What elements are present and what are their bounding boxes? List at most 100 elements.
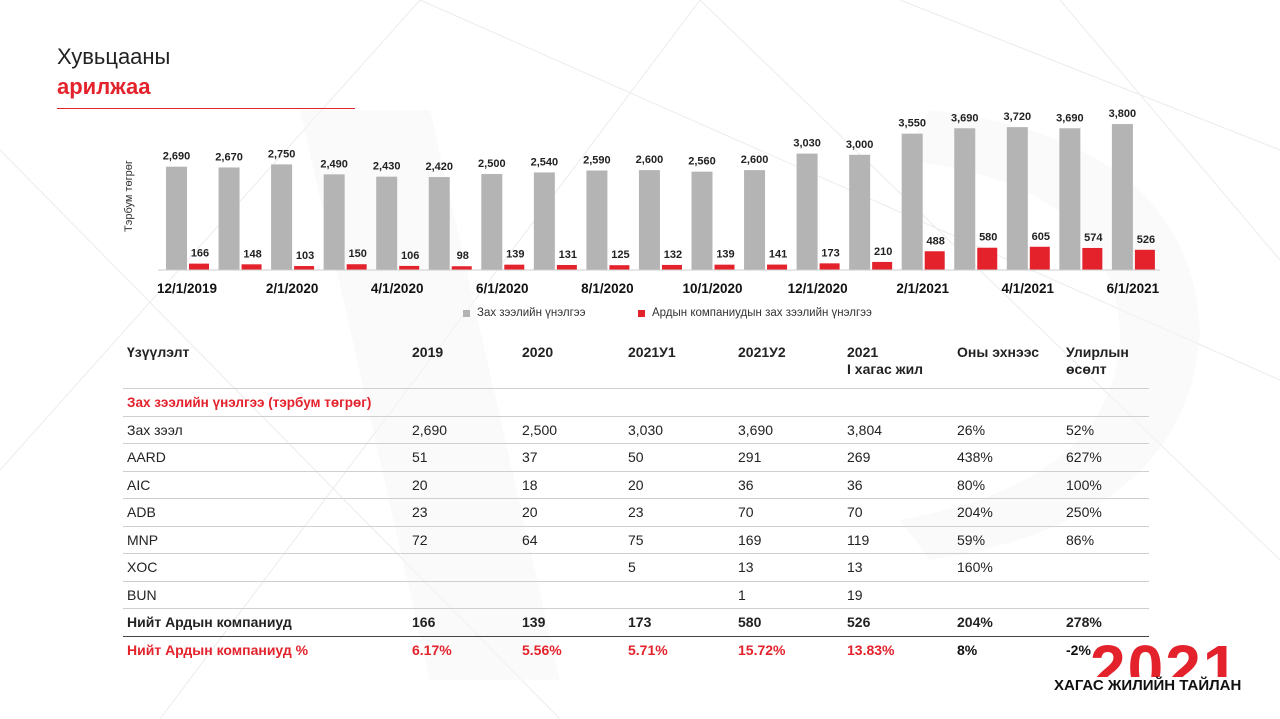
table-cell: 13 <box>843 553 953 582</box>
header-cell: Үзүүлэлт <box>123 338 408 389</box>
bar-label-peoples: 131 <box>559 249 577 261</box>
bar-market-value <box>218 167 240 270</box>
bar-market-value <box>323 174 345 270</box>
total-cell: 166 <box>408 608 518 637</box>
table-cell <box>1062 553 1149 582</box>
bar-peoples-value <box>661 264 682 270</box>
bar-peoples-value <box>241 264 262 270</box>
bar-market-value <box>586 170 608 270</box>
bar-label-market: 2,490 <box>320 158 348 170</box>
bar-label-market: 2,750 <box>268 148 296 160</box>
section-title: Зах зээлийн үнэлгээ (тэрбум төгрөг) <box>123 388 1149 417</box>
total-cell: 139 <box>518 608 624 637</box>
table-row: BUN 1 19 <box>123 581 1149 609</box>
table-cell: 70 <box>734 498 843 527</box>
header-cell: 2020 <box>518 338 624 389</box>
table-cell <box>953 581 1062 609</box>
bar-label-peoples: 139 <box>506 249 524 261</box>
table-cell: 36 <box>734 471 843 499</box>
table-cell: 5 <box>624 553 734 582</box>
bar-label-peoples: 98 <box>457 250 469 262</box>
percent-cell: 15.72% <box>738 641 786 658</box>
bar-label-market: 3,550 <box>898 118 926 130</box>
percent-cell: 5.71% <box>628 641 668 658</box>
bar-peoples-value <box>767 264 788 270</box>
bar-market-value <box>849 154 871 270</box>
bar-market-value <box>638 170 660 270</box>
bar-peoples-value <box>294 266 315 270</box>
header-cell: 2021У1 <box>624 338 734 389</box>
table-cell: 26% <box>953 416 1062 444</box>
table-cell: 2,690 <box>408 416 518 444</box>
page-title-line1: Хувьцааны <box>57 44 171 69</box>
table-cell: 18 <box>518 471 624 499</box>
table-cell: BUN <box>123 581 408 609</box>
table-cell: 627% <box>1062 443 1149 472</box>
bar-label-market: 3,690 <box>1056 112 1084 124</box>
bar-peoples-value <box>556 264 577 270</box>
bar-label-peoples: 150 <box>348 248 366 260</box>
header-cell: 2019 <box>408 338 518 389</box>
table-body: Зах зээл 2,690 2,500 3,030 3,690 3,804 26% 52% A… <box>123 416 1149 609</box>
table-row: MNP 72 64 75 169 119 59% 86% <box>123 526 1149 554</box>
bar-label-market: 2,430 <box>373 161 401 173</box>
x-tick-label: 2/1/2021 <box>896 281 949 296</box>
table-cell <box>624 581 734 609</box>
bar-chart: 2,690 166 2,670 148 2,750 103 2,490 150 2,430 106… <box>157 108 1160 296</box>
bar-market-value <box>744 170 766 270</box>
table-cell: 64 <box>518 526 624 554</box>
table-cell <box>518 581 624 609</box>
x-tick-label: 12/1/2019 <box>157 281 217 296</box>
bar-label-market: 2,540 <box>531 156 559 168</box>
bar-peoples-value <box>189 263 209 270</box>
x-tick-label: 6/1/2020 <box>476 281 529 296</box>
table-row: AIC 20 18 20 36 36 80% 100% <box>123 471 1149 499</box>
table-cell: 160% <box>953 553 1062 582</box>
bar-label-market: 2,590 <box>583 155 611 167</box>
bar-peoples-value <box>1134 249 1155 270</box>
x-tick-label: 2/1/2020 <box>266 281 319 296</box>
table-header-row: Үзүүлэлт 2019 2020 2021У1 2021У2 2021 I … <box>123 338 1149 389</box>
total-cell: Нийт Ардын компаниуд <box>123 608 408 637</box>
table-cell: 100% <box>1062 471 1149 499</box>
table-cell: 50 <box>624 443 734 472</box>
x-tick-label: 6/1/2021 <box>1107 281 1160 296</box>
bar-label-market: 2,560 <box>688 156 716 168</box>
bar-market-value <box>796 153 818 270</box>
bar-peoples-value <box>609 265 630 270</box>
table-cell: Зах зээл <box>123 416 408 444</box>
total-cell: 204% <box>953 608 1062 637</box>
percent-cell: Нийт Ардын компаниуд % <box>127 641 309 658</box>
logo-text: ХАГАС ЖИЛИЙН ТАЙЛАН <box>1050 677 1246 694</box>
bar-market-value <box>271 164 293 270</box>
table-cell: 13 <box>734 553 843 582</box>
table-cell: 291 <box>734 443 843 472</box>
table-cell: 23 <box>408 498 518 527</box>
bar-peoples-value <box>977 247 998 270</box>
x-tick-label: 10/1/2020 <box>682 281 742 296</box>
table-cell: XOC <box>123 553 408 582</box>
bar-label-market: 3,690 <box>951 112 979 124</box>
table-cell: 204% <box>953 498 1062 527</box>
bar-label-market: 3,000 <box>846 139 874 151</box>
table-cell: 2,500 <box>518 416 624 444</box>
bar-label-peoples: 106 <box>401 250 419 262</box>
bar-label-market: 2,670 <box>215 151 243 163</box>
header-cell: 2021 I хагас жил <box>843 338 953 389</box>
table-cell: MNP <box>123 526 408 554</box>
bar-market-value <box>901 133 923 270</box>
legend-swatch-red <box>638 309 645 317</box>
bar-market-value <box>376 176 398 270</box>
table-row: XOC 5 13 13 160% <box>123 553 1149 582</box>
table-cell: ADB <box>123 498 408 527</box>
bar-peoples-value <box>504 264 525 270</box>
header-cell: Улирлын өсөлт <box>1062 338 1149 389</box>
table-cell <box>1062 581 1149 609</box>
bar-label-market: 3,720 <box>1004 111 1032 123</box>
legend-label-peoples: Ардын компаниудын зах зээлийн үнэлгээ <box>652 307 872 319</box>
table-cell: 70 <box>843 498 953 527</box>
bar-label-peoples: 574 <box>1084 232 1103 244</box>
table-cell: 86% <box>1062 526 1149 554</box>
bar-peoples-value <box>399 265 420 270</box>
bar-label-market: 3,030 <box>793 138 821 150</box>
